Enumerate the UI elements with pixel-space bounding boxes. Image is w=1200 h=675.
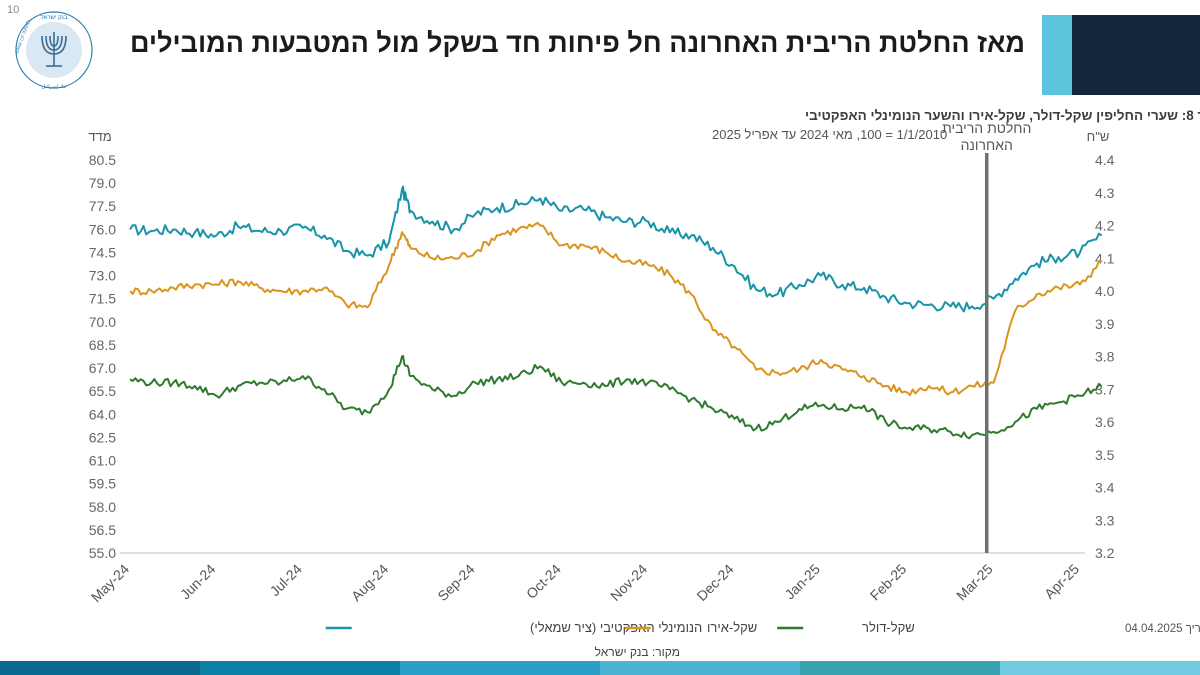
left-tick-label: 76.0 <box>89 221 116 237</box>
footer-segment <box>1000 661 1200 675</box>
left-tick-label: 58.0 <box>89 499 116 515</box>
right-tick-label: 3.2 <box>1095 545 1115 561</box>
right-tick-label: 3.8 <box>1095 349 1115 365</box>
x-tick-label: May-24 <box>88 561 132 605</box>
updated-note: *מעודכן לתאריך 04.04.2025 <box>1125 622 1200 635</box>
left-tick-label: 65.5 <box>89 383 116 399</box>
right-tick-label: 4.0 <box>1095 283 1115 299</box>
annotation-line1: החלטת הריבית <box>942 120 1031 136</box>
legend-label: שקל-אירו <box>707 620 757 635</box>
left-tick-label: 56.5 <box>89 522 116 538</box>
x-tick-label: Oct-24 <box>523 561 564 602</box>
x-axis-ticks: May-24 Jun-24 Jul-24 Aug-24 Sep-24 Oct-24 Nov-… <box>88 561 1082 605</box>
chart-title: איור 8: שערי החליפין שקל-דולר, שקל-אירו … <box>805 108 1200 123</box>
page-title: מאז החלטת הריבית האחרונה חל פיחות חד בשק… <box>130 28 1025 58</box>
menorah-icon <box>41 32 67 67</box>
logo-text-ar: بنك إسرائيل <box>42 84 67 90</box>
series-line <box>129 185 1103 313</box>
annotation-line2: האחרונה <box>961 137 1013 153</box>
x-tick-label: Nov-24 <box>607 561 650 604</box>
header-accent-cyan <box>1042 15 1072 95</box>
left-tick-label: 70.0 <box>89 314 116 330</box>
left-tick-label: 80.5 <box>89 152 116 168</box>
source-note: מקור: בנק ישראל <box>594 645 680 659</box>
chart-legend: הנומינלי האפקטיבי (ציר שמאלי) שקל-אירו שקל… <box>325 620 915 635</box>
left-tick-label: 55.0 <box>89 545 116 561</box>
left-tick-label: 77.5 <box>89 198 116 214</box>
left-tick-label: 71.5 <box>89 291 116 307</box>
page-number: 10 <box>7 4 20 16</box>
x-tick-label: Sep-24 <box>434 561 477 604</box>
footer-color-bar <box>0 661 1200 675</box>
left-tick-label: 61.0 <box>89 453 116 469</box>
series-line <box>129 221 1102 397</box>
right-tick-label: 3.5 <box>1095 447 1115 463</box>
right-tick-label: 3.4 <box>1095 480 1115 496</box>
left-tick-label: 73.0 <box>89 268 116 284</box>
right-axis-ticks: 4.44.34.24.14.03.93.83.73.63.53.43.33.2 <box>1095 152 1115 561</box>
left-tick-label: 67.0 <box>89 360 116 376</box>
footer-segment <box>200 661 400 675</box>
logo-text-he: בנק ישראל <box>41 13 68 21</box>
left-axis-label: מדד <box>88 129 111 144</box>
right-tick-label: 4.4 <box>1095 152 1115 168</box>
legend-label: הנומינלי האפקטיבי (ציר שמאלי) <box>530 620 702 635</box>
logo-ring <box>15 11 93 89</box>
series-lines <box>129 185 1103 440</box>
left-tick-label: 79.0 <box>89 175 116 191</box>
x-tick-label: Mar-25 <box>953 561 996 604</box>
right-tick-label: 3.6 <box>1095 414 1115 430</box>
right-tick-label: 4.2 <box>1095 218 1115 234</box>
x-tick-label: Jan-25 <box>781 561 823 603</box>
footer-segment <box>600 661 800 675</box>
x-tick-label: Aug-24 <box>348 561 391 604</box>
right-axis-label: ש"ח <box>1087 129 1110 144</box>
left-axis-ticks: 80.5 79.0 77.5 76.0 74.5 73.0 71.5 70.0 68.5 67.0… <box>89 152 116 561</box>
legend-label: שקל-דולר <box>862 620 915 635</box>
bank-of-israel-logo: בנק ישראל بنك إسرائيل BANK OF ISRAEL <box>14 11 93 90</box>
left-tick-label: 64.0 <box>89 406 116 422</box>
left-tick-label: 62.5 <box>89 429 116 445</box>
x-tick-label: Jul-24 <box>267 561 305 599</box>
x-tick-label: Jun-24 <box>177 561 219 603</box>
x-tick-label: Dec-24 <box>693 561 736 604</box>
left-tick-label: 68.5 <box>89 337 116 353</box>
footer-segment <box>800 661 1000 675</box>
x-tick-label: Feb-25 <box>867 561 910 604</box>
left-tick-label: 74.5 <box>89 244 116 260</box>
right-tick-label: 3.3 <box>1095 512 1115 528</box>
chart-subtitle: 1/1/2010 = 100, מאי 2024 עד אפריל 2025 <box>712 127 947 142</box>
right-tick-label: 3.9 <box>1095 316 1115 332</box>
series-line <box>129 355 1103 440</box>
footer-segment <box>0 661 200 675</box>
left-tick-label: 59.5 <box>89 476 116 492</box>
x-tick-label: Apr-25 <box>1041 561 1082 602</box>
right-tick-label: 4.3 <box>1095 185 1115 201</box>
footer-segment <box>400 661 600 675</box>
header-accent-navy <box>1072 15 1200 95</box>
